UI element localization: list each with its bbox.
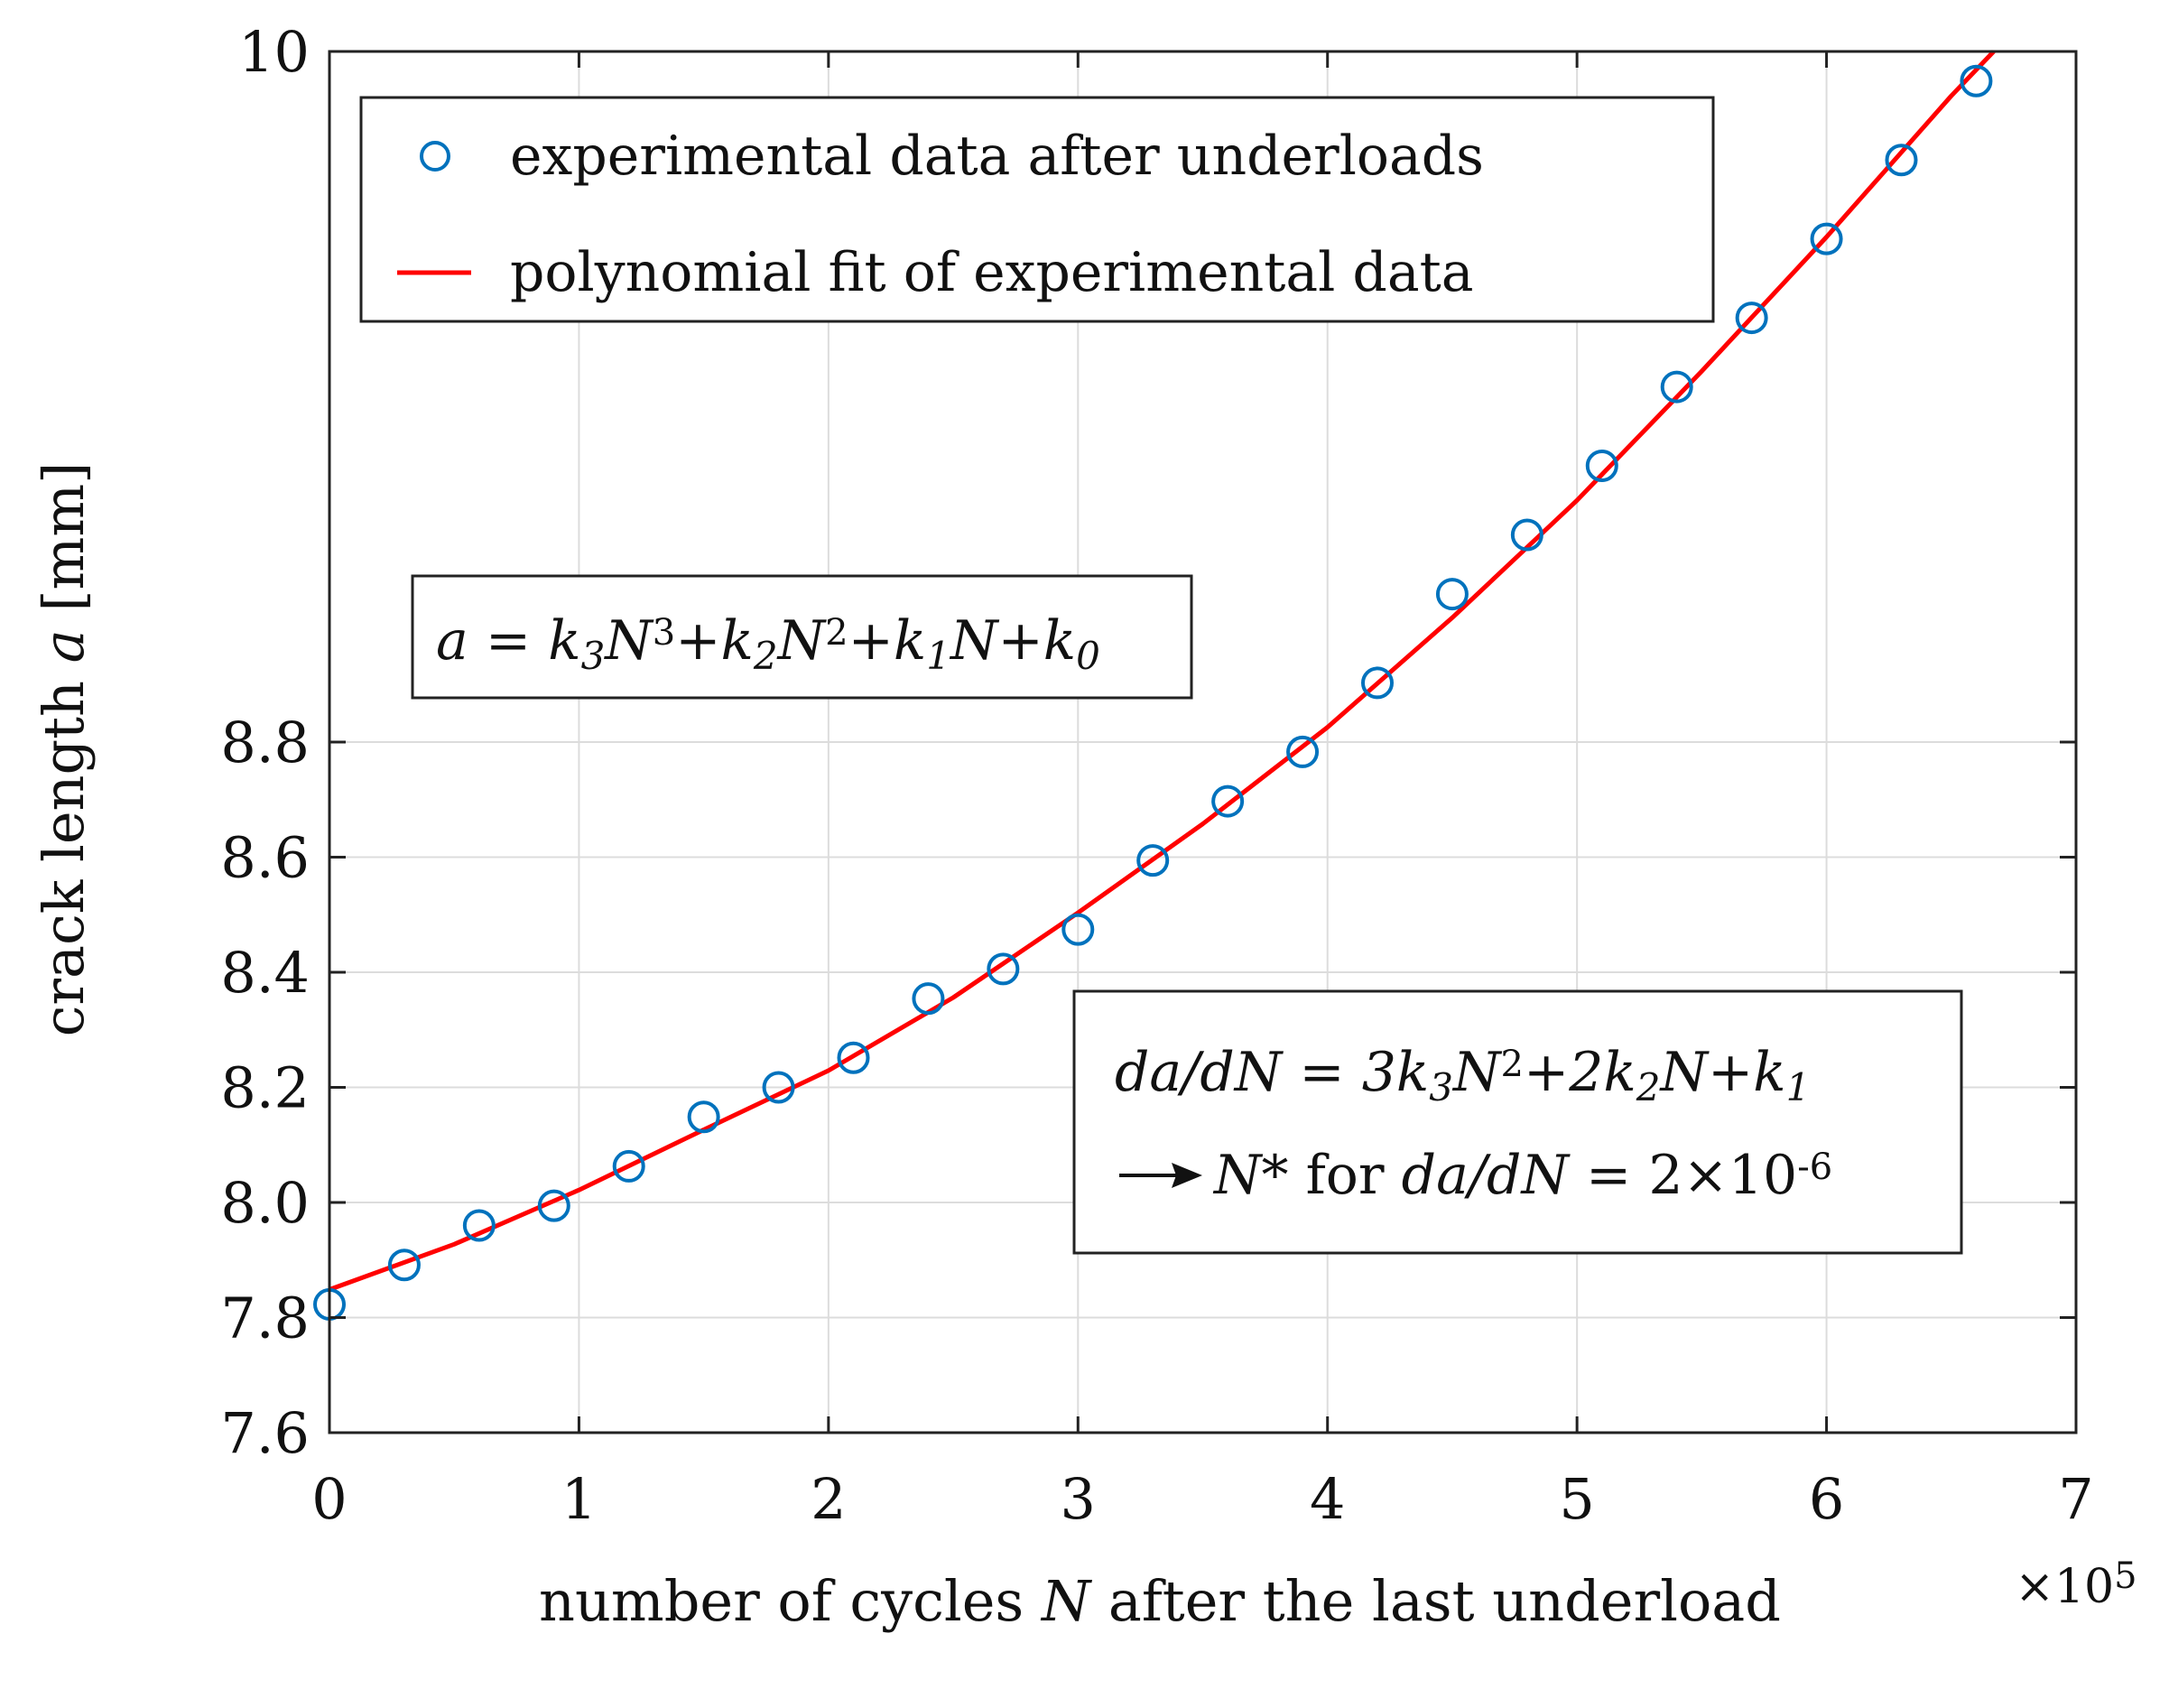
y-tick-label: 7.8: [220, 1286, 310, 1351]
legend-box: [359, 96, 1715, 323]
y-tick-label: 7.6: [220, 1400, 310, 1466]
data-point: [837, 1041, 870, 1074]
x-tick-label: 6: [1809, 1466, 1844, 1532]
data-point: [1286, 735, 1320, 768]
x-tick-label: 5: [1559, 1466, 1594, 1532]
n-star-text: N* for da/dN = 2×10-6: [1212, 1144, 1832, 1207]
data-point: [1585, 450, 1618, 482]
derivative-equation-text: da/dN = 3k3N2+2k2N+k1: [1115, 1041, 1810, 1109]
fit-line: [329, 50, 1996, 1292]
y-tick-label: 8.0: [220, 1170, 310, 1236]
y-tick-label: 8.6: [220, 825, 310, 891]
x-axis-multiplier: ×105: [2015, 1555, 2137, 1614]
axis-ticks: 7.6 7.8 8.0 8.2 8.4 8.6 8.8 10 0 1 2 3 4 5 6 7: [220, 19, 2093, 1532]
data-point: [1136, 844, 1170, 877]
data-point: [1061, 913, 1095, 946]
data-point: [1361, 666, 1394, 700]
x-tick-label: 3: [1061, 1466, 1096, 1532]
x-axis-label: number of cycles N after the last underl…: [539, 1568, 1781, 1634]
legend-marker-experimental: [420, 141, 450, 172]
marker-series: [313, 64, 1993, 1321]
data-point: [537, 1189, 570, 1222]
legend: experimental data after underloads polyn…: [359, 96, 1715, 323]
y-tick-label: 10: [238, 19, 310, 85]
derivative-annotation: da/dN = 3k3N2+2k2N+k1 N* for da/dN = 2×1…: [1072, 989, 1963, 1255]
data-point: [1885, 144, 1918, 177]
x-tick-label: 0: [311, 1466, 347, 1532]
fit-series: [329, 50, 1996, 1292]
data-point: [612, 1149, 645, 1183]
fit-equation-box: [411, 574, 1193, 700]
derivative-box: [1072, 989, 1963, 1255]
y-tick-label: 8.2: [220, 1055, 310, 1121]
x-tick-label: 1: [561, 1466, 597, 1532]
x-tick-label: 7: [2058, 1466, 2093, 1532]
y-tick-label: 8.8: [220, 710, 310, 775]
data-point: [1735, 302, 1768, 335]
arrow-icon: [1119, 1163, 1202, 1188]
data-point: [912, 982, 945, 1016]
y-axis-label: crack length a [mm]: [31, 462, 97, 1037]
data-point: [987, 952, 1020, 986]
data-point: [1960, 64, 1993, 97]
data-point: [387, 1249, 421, 1282]
data-point: [462, 1209, 496, 1242]
data-point: [687, 1100, 720, 1134]
legend-label-fit: polynomial fit of experimental data: [510, 241, 1474, 304]
data-point: [1211, 784, 1245, 818]
data-point: [1660, 370, 1693, 404]
y-tick-label: 8.4: [220, 940, 310, 1006]
data-point: [762, 1071, 795, 1104]
data-point: [1435, 578, 1469, 611]
fit-equation-annotation: a = k3N3+k2N2+k1N+k0: [411, 574, 1193, 700]
legend-label-experimental: experimental data after underloads: [510, 125, 1484, 188]
data-point: [1810, 222, 1843, 255]
data-point: [1510, 518, 1543, 552]
x-tick-label: 4: [1310, 1466, 1345, 1532]
fit-equation-text: a = k3N3+k2N2+k1N+k0: [436, 609, 1100, 678]
x-tick-label: 2: [811, 1466, 846, 1532]
